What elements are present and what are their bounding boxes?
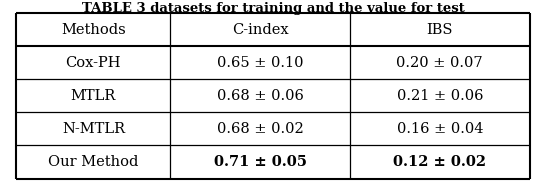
Text: 0.68 ± 0.06: 0.68 ± 0.06: [217, 89, 304, 103]
Text: MTLR: MTLR: [71, 89, 116, 103]
Text: Our Method: Our Method: [48, 155, 139, 169]
Text: 0.65 ± 0.10: 0.65 ± 0.10: [217, 56, 304, 70]
Text: 0.21 ± 0.06: 0.21 ± 0.06: [396, 89, 483, 103]
Text: Cox-PH: Cox-PH: [66, 56, 121, 70]
Text: 0.20 ± 0.07: 0.20 ± 0.07: [396, 56, 483, 70]
Text: IBS: IBS: [426, 23, 453, 37]
Text: 0.71 ± 0.05: 0.71 ± 0.05: [213, 155, 307, 169]
Text: 0.68 ± 0.02: 0.68 ± 0.02: [217, 122, 304, 136]
Text: Methods: Methods: [61, 23, 126, 37]
Text: TABLE 3 datasets for training and the value for test: TABLE 3 datasets for training and the va…: [81, 2, 465, 15]
Text: 0.16 ± 0.04: 0.16 ± 0.04: [396, 122, 483, 136]
Text: C-index: C-index: [232, 23, 288, 37]
Text: 0.12 ± 0.02: 0.12 ± 0.02: [393, 155, 486, 169]
Text: N-MTLR: N-MTLR: [62, 122, 125, 136]
